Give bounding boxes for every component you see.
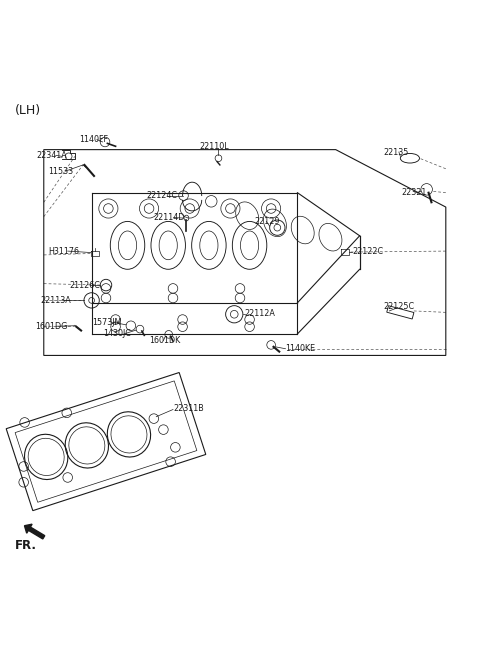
Text: 1573JM: 1573JM: [93, 318, 122, 327]
FancyArrow shape: [24, 524, 45, 539]
Text: 22122C: 22122C: [352, 247, 384, 256]
Text: 11533: 11533: [48, 166, 74, 176]
Text: FR.: FR.: [15, 540, 37, 552]
Text: 1140FF: 1140FF: [79, 135, 108, 144]
Text: 22321: 22321: [402, 188, 427, 197]
Text: 22110L: 22110L: [199, 142, 229, 151]
Text: 22124C: 22124C: [147, 191, 178, 200]
Text: 1430JC: 1430JC: [104, 330, 132, 338]
Text: 21126C: 21126C: [69, 280, 100, 290]
Text: H31176: H31176: [48, 247, 80, 256]
Text: 22114D: 22114D: [153, 213, 184, 222]
Text: 22113A: 22113A: [40, 296, 71, 305]
Text: 22112A: 22112A: [245, 309, 276, 318]
Text: 22135: 22135: [384, 148, 409, 156]
Text: 22341A: 22341A: [36, 151, 67, 160]
Text: 1601DG: 1601DG: [35, 322, 68, 331]
Text: 1601DK: 1601DK: [149, 336, 180, 345]
Text: 1140KE: 1140KE: [286, 344, 315, 353]
Text: (LH): (LH): [15, 104, 41, 117]
Text: 22125C: 22125C: [384, 302, 415, 311]
Text: 22129: 22129: [254, 217, 280, 226]
Text: 22311B: 22311B: [173, 404, 204, 412]
